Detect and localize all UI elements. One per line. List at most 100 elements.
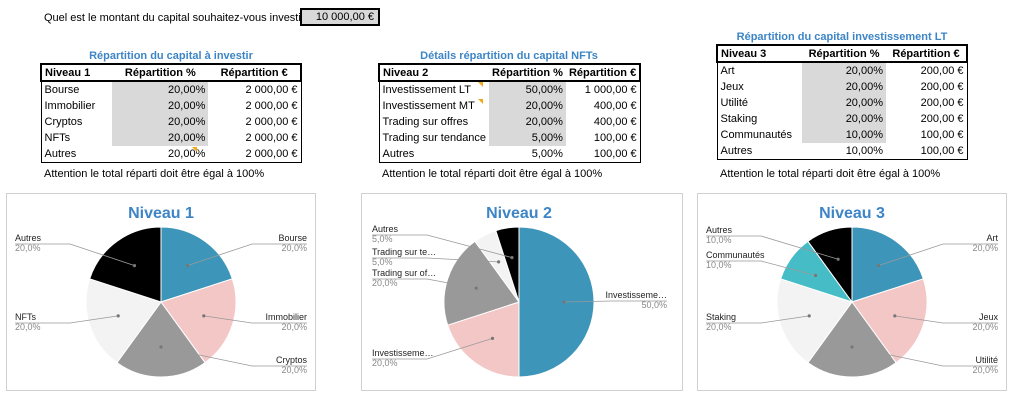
slice-label: Utilité <box>975 355 998 365</box>
slice-percent-label: 20,0% <box>372 278 398 288</box>
slice-percent-label: 20,0% <box>972 243 998 253</box>
percent-input-cell[interactable]: 20,00% <box>489 98 566 114</box>
slice-label: Trading sur of… <box>372 268 436 278</box>
slice-label: Immobilier <box>265 312 307 322</box>
pie-slice[interactable] <box>851 278 928 364</box>
percent-input-cell[interactable]: 20,00% <box>112 81 209 98</box>
slice-percent-label: 5,0% <box>372 257 393 267</box>
comment-marker-icon <box>192 147 197 152</box>
pie-chart-niveau-2: Niveau 2Investisseme…50,0%Investisseme…2… <box>372 205 667 378</box>
table-row: Autres 10,00% 100,00 € <box>716 143 968 160</box>
pie-slice[interactable] <box>160 278 237 364</box>
pie-slice[interactable] <box>89 226 162 303</box>
row-label-cell: Art <box>716 62 803 79</box>
percent-input-cell[interactable]: 20,00% <box>802 95 886 111</box>
table-row: Autres 5,00% 100,00 € <box>378 146 641 163</box>
percent-input-cell[interactable]: 20,00% <box>489 114 566 130</box>
slice-label: Staking <box>706 312 736 322</box>
percent-input-cell[interactable]: 20,00% <box>112 130 209 146</box>
leader-dot <box>510 256 514 260</box>
chart-niveau-2[interactable]: Niveau 2 Investisseme… 50,0% Investisseme… 2… <box>361 193 683 391</box>
table-2-note: Attention le total réparti doit être éga… <box>382 168 603 180</box>
pie-slice[interactable] <box>447 301 520 378</box>
row-label-cell: Communautés <box>716 127 803 143</box>
leader-line <box>187 243 307 266</box>
percent-input-cell[interactable]: 20,00% <box>112 98 209 114</box>
slice-label: Trading sur te… <box>372 247 436 257</box>
leader-dot <box>850 345 854 349</box>
row-label-cell: Autres <box>378 146 490 163</box>
leader-line <box>706 315 810 324</box>
chart-niveau-1[interactable]: Niveau 1 Bourse 20,0% Immobilier 20,0% Crypto… <box>6 193 316 391</box>
leader-line <box>15 243 135 266</box>
percent-input-cell[interactable]: 10,00% <box>802 143 886 160</box>
table-1-note: Attention le total réparti doit être éga… <box>44 168 265 180</box>
table-row: Investissement MT 20,00% 400,00 € <box>378 98 641 114</box>
amount-cell: 200,00 € <box>886 62 968 79</box>
pie-slice[interactable] <box>160 226 233 303</box>
amount-cell: 2 000,00 € <box>208 114 302 130</box>
percent-input-cell[interactable]: 10,00% <box>802 127 886 143</box>
row-label-cell: Staking <box>716 111 803 127</box>
percent-input-cell[interactable]: 20,00% <box>802 111 886 127</box>
column-header: Répartition € <box>208 63 302 82</box>
row-label-cell: Cryptos <box>40 114 113 130</box>
leader-dot <box>807 314 811 318</box>
slice-label: Communautés <box>706 250 765 260</box>
slice-label: NFTs <box>15 312 36 322</box>
leader-dot <box>132 264 137 268</box>
column-header: Répartition % <box>802 44 886 63</box>
pie-slice[interactable] <box>807 226 853 304</box>
slice-percent-label: 20,0% <box>15 322 41 332</box>
column-header: Niveau 1 <box>39 63 113 82</box>
table-niveau-1: Niveau 1 Répartition % Répartition € Bourse… <box>39 63 302 163</box>
chart-niveau-3[interactable]: Niveau 3 Art 20,0% Jeux 20,0% Utilité 20,0% Sta… <box>697 193 1007 391</box>
table-row: NFTs 20,00% 2 000,00 € <box>40 130 302 146</box>
leader-line <box>15 315 119 324</box>
table-row: Cryptos 20,00% 2 000,00 € <box>40 114 302 130</box>
capital-question-label: Quel est le montant du capital souhaitez… <box>44 12 314 24</box>
percent-input-cell[interactable]: 50,00% <box>489 81 566 98</box>
slice-label: Jeux <box>979 312 999 322</box>
amount-cell: 100,00 € <box>565 146 641 163</box>
pie-slice[interactable] <box>85 278 162 364</box>
leader-dot <box>185 264 190 268</box>
percent-input-cell[interactable]: 20,00% <box>802 62 886 79</box>
table-2-title: Détails répartition du capital NFTs <box>420 50 598 62</box>
leader-line <box>851 346 998 367</box>
percent-input-cell[interactable]: 5,00% <box>489 146 566 163</box>
capital-amount-input[interactable]: 10 000,00 € <box>300 8 380 26</box>
pie-slice[interactable] <box>116 301 206 378</box>
slice-percent-label: 20,0% <box>15 243 41 253</box>
row-label-cell: Trading sur tendance <box>378 130 490 146</box>
table-row: Jeux 20,00% 200,00 € <box>716 79 968 95</box>
row-label-cell: Jeux <box>716 79 803 95</box>
pie-slice[interactable] <box>851 226 924 303</box>
pie-slice[interactable] <box>776 278 853 364</box>
table-1-title: Répartition du capital à investir <box>89 50 253 62</box>
column-header: Répartition % <box>489 63 566 82</box>
slice-label: Art <box>986 233 998 243</box>
amount-cell: 2 000,00 € <box>208 130 302 146</box>
row-label-cell: Investissement MT <box>378 98 490 114</box>
chart-title: Niveau 1 <box>128 205 194 222</box>
amount-cell: 2 000,00 € <box>208 146 302 163</box>
pie-slice[interactable] <box>518 226 595 378</box>
row-label-cell: Autres <box>40 146 113 163</box>
percent-input-cell[interactable]: 20,00% <box>112 146 209 163</box>
table-row: Investissement LT 50,00% 1 000,00 € <box>378 81 641 98</box>
percent-input-cell[interactable]: 5,00% <box>489 130 566 146</box>
pie-slice[interactable] <box>443 240 520 326</box>
slice-percent-label: 20,0% <box>372 358 398 368</box>
percent-input-cell[interactable]: 20,00% <box>112 114 209 130</box>
pie-slice[interactable] <box>807 301 897 378</box>
percent-input-cell[interactable]: 20,00% <box>802 79 886 95</box>
leader-line <box>878 243 998 266</box>
leader-dot <box>490 336 495 340</box>
table-row: Art 20,00% 200,00 € <box>716 62 968 79</box>
pie-slice[interactable] <box>495 226 520 303</box>
amount-cell: 1 000,00 € <box>565 81 641 98</box>
leader-line <box>563 300 667 303</box>
row-label-cell: Trading sur offres <box>378 114 490 130</box>
leader-dot <box>202 314 206 318</box>
